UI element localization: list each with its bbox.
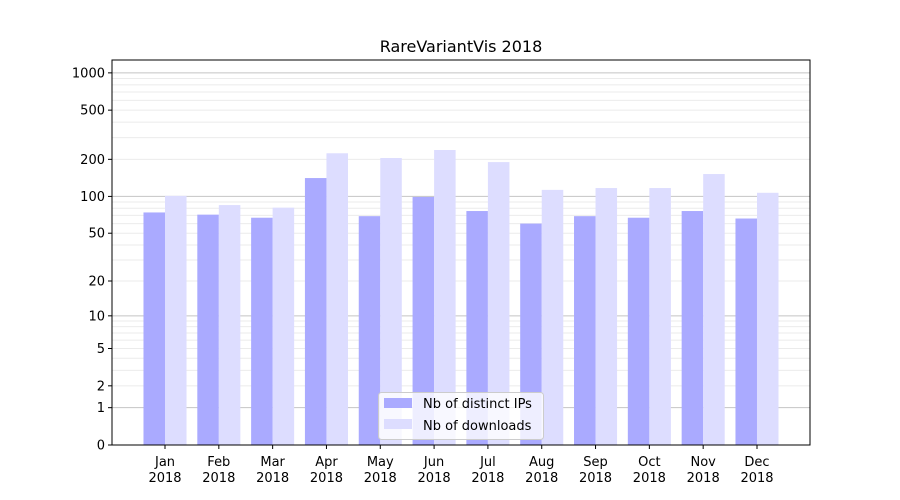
bar-downloads-mar (272, 207, 295, 445)
x-tick-label-month: Aug (529, 455, 554, 470)
bar-downloads-oct (649, 188, 671, 445)
x-tick-label-month: Mar (260, 455, 285, 470)
y-tick-label: 20 (88, 275, 105, 290)
legend: Nb of distinct IPs Nb of downloads (378, 392, 544, 440)
y-tick-label: 500 (80, 104, 105, 119)
bar-downloads-sep (595, 188, 618, 445)
x-tick-label-year: 2018 (202, 471, 235, 486)
bar-distinct-ips-mar (251, 217, 273, 445)
x-tick-label-year: 2018 (310, 471, 343, 486)
bar-downloads-jun (434, 150, 456, 445)
bars (143, 150, 779, 446)
x-tick-label-month: Oct (638, 455, 660, 470)
bar-distinct-ips-jul (466, 211, 488, 445)
x-tick-label-year: 2018 (525, 471, 558, 486)
y-tick-label: 5 (97, 342, 105, 357)
legend-label-ips: Nb of distinct IPs (423, 397, 532, 412)
x-tick-label-year: 2018 (148, 471, 181, 486)
y-tick-label: 1 (97, 401, 105, 416)
bar-distinct-ips-jun (412, 196, 435, 445)
bar-downloads-feb (218, 205, 241, 445)
x-tick-label-month: May (367, 455, 394, 470)
y-tick-label: 10 (88, 309, 105, 324)
bar-downloads-jan (165, 195, 187, 445)
x-tick-label-month: Jul (479, 455, 496, 470)
x-tick-label-year: 2018 (418, 471, 451, 486)
x-tick-label-year: 2018 (740, 471, 773, 486)
x-tick-label-month: Dec (744, 455, 769, 470)
x-axis: Jan2018Feb2018Mar2018Apr2018May2018Jun20… (148, 445, 774, 486)
x-tick-label-month: Feb (207, 455, 230, 470)
y-tick-label: 50 (88, 227, 105, 242)
bar-distinct-ips-apr (304, 178, 327, 446)
x-tick-label-year: 2018 (579, 471, 612, 486)
bar-distinct-ips-aug (520, 223, 542, 445)
bar-distinct-ips-sep (574, 216, 596, 445)
x-tick-label-month: Jan (154, 455, 175, 470)
bar-distinct-ips-may (358, 216, 381, 445)
bar-distinct-ips-jan (143, 212, 166, 445)
legend-frame (378, 392, 544, 440)
bar-downloads-may (380, 158, 402, 445)
x-tick-label-year: 2018 (364, 471, 397, 486)
chart-title: RareVariantVis 2018 (380, 37, 543, 56)
y-axis: 0 1 2 5 10 20 50 100 200 500 1000 (72, 66, 112, 454)
axes-frame (111, 59, 811, 446)
bar-distinct-ips-feb (197, 214, 219, 445)
bar-downloads-dec (756, 192, 779, 445)
legend-label-downloads: Nb of downloads (423, 419, 532, 434)
y-tick-label: 0 (97, 439, 105, 454)
x-tick-label-month: Sep (583, 455, 608, 470)
y-tick-label: 100 (80, 190, 105, 205)
x-tick-label-month: Jun (423, 455, 444, 470)
x-tick-label-year: 2018 (256, 471, 289, 486)
legend-swatch-downloads (384, 419, 412, 429)
x-tick-label-month: Nov (690, 455, 716, 470)
x-tick-label-year: 2018 (471, 471, 504, 486)
x-tick-label-month: Apr (315, 455, 338, 470)
bar-downloads-jul (487, 162, 510, 446)
bar-distinct-ips-oct (627, 217, 650, 445)
x-tick-label-year: 2018 (687, 471, 720, 486)
bar-downloads-nov (703, 174, 725, 445)
bar-distinct-ips-dec (735, 218, 757, 445)
y-tick-label: 200 (80, 153, 105, 168)
bar-downloads-apr (326, 153, 348, 446)
y-tick-label: 1000 (72, 66, 105, 81)
bar-distinct-ips-nov (681, 211, 704, 445)
bar-downloads-aug (541, 189, 564, 445)
y-tick-label: 2 (97, 379, 105, 394)
x-tick-label-year: 2018 (633, 471, 666, 486)
legend-swatch-ips (384, 398, 412, 408)
